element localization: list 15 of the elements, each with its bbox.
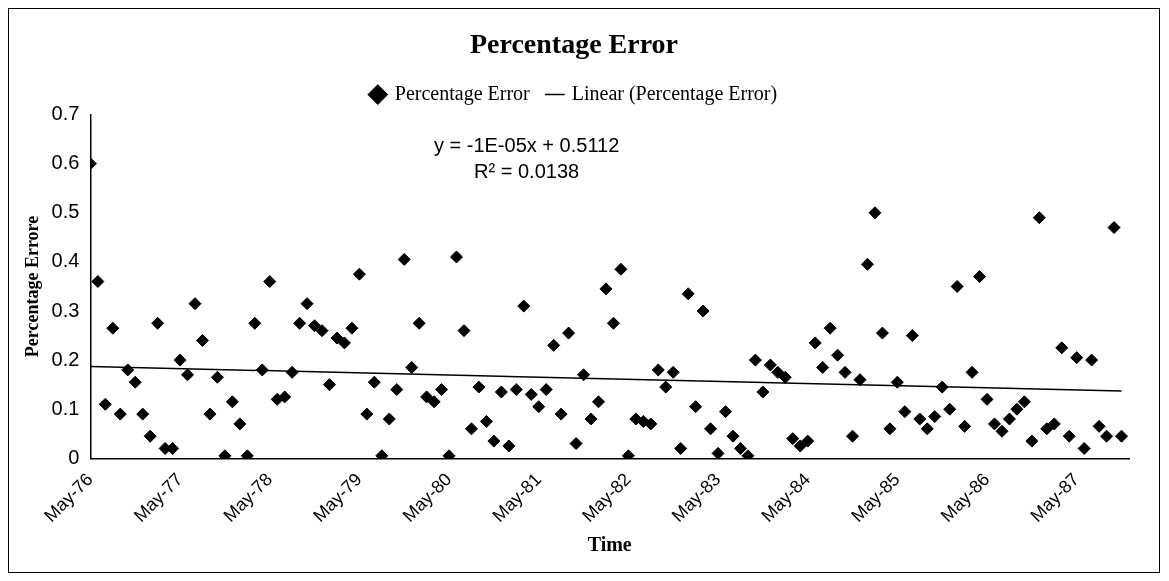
chart-title: Percentage Error	[469, 28, 679, 60]
legend-label: Percentage Error	[394, 81, 531, 105]
y-tick-label: 0.6	[51, 151, 80, 174]
y-tick-label: 0.7	[51, 102, 80, 125]
y-tick-label: 0.4	[51, 249, 80, 272]
y-tick-label: 0	[68, 445, 80, 468]
y-axis-title: Percentage Errore	[22, 215, 43, 358]
y-tick-label: 0.2	[51, 347, 80, 370]
annotation: R² = 0.0138	[474, 160, 580, 183]
annotation: y = -1E-05x + 0.5112	[433, 134, 620, 157]
y-tick-label: 0.1	[51, 396, 80, 419]
y-tick-label: 0.5	[51, 200, 80, 223]
x-axis-title: Time	[587, 533, 632, 556]
legend-label: Linear (Percentage Error)	[571, 81, 778, 105]
y-tick-label: 0.3	[51, 298, 80, 321]
